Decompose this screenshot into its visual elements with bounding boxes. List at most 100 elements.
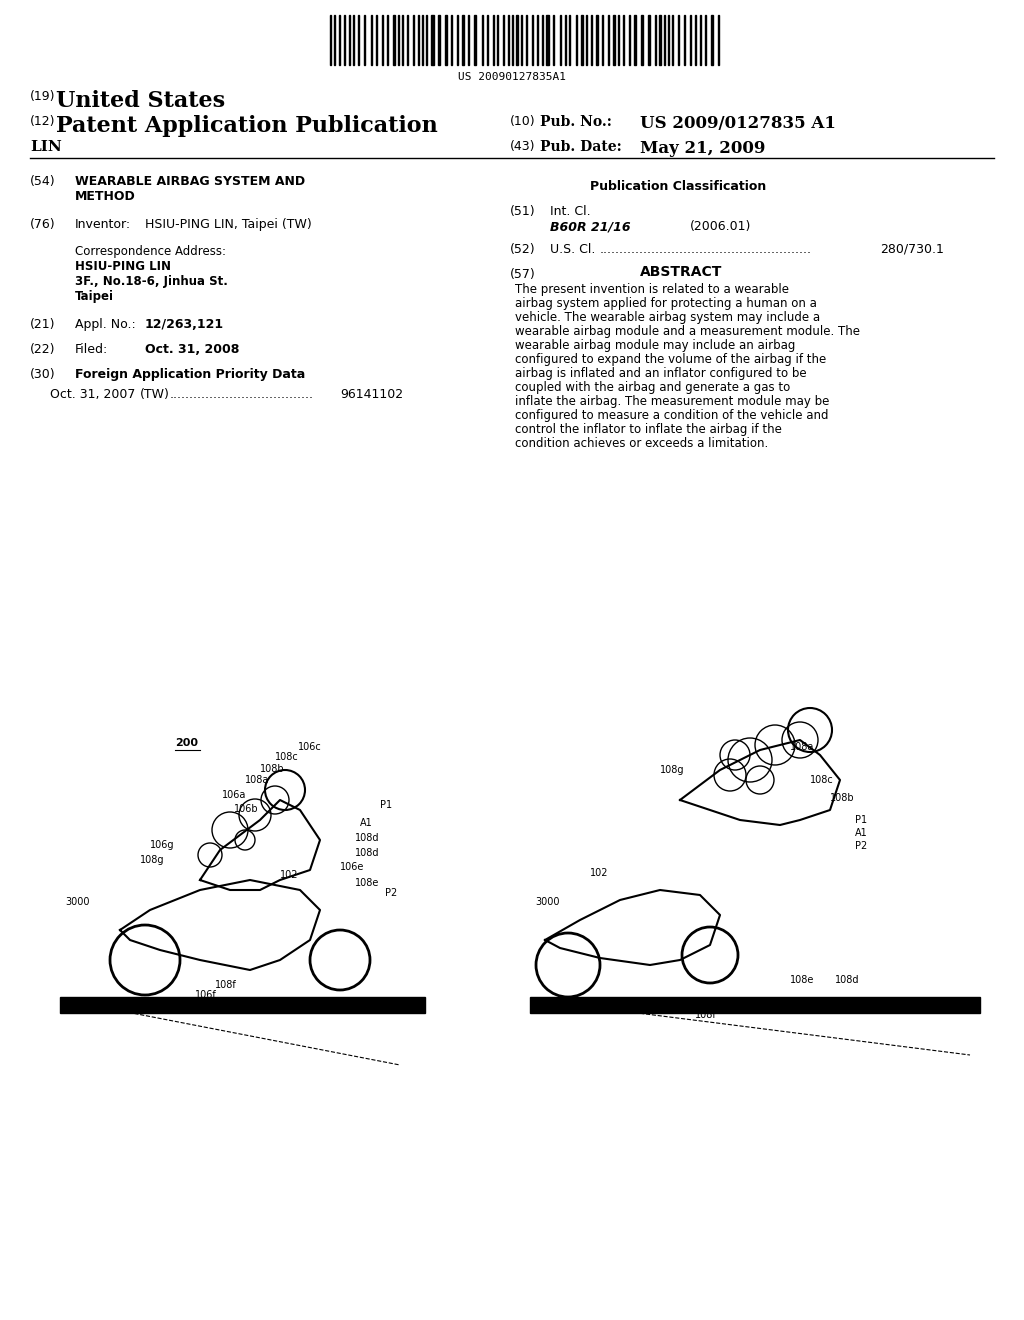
- Text: (22): (22): [30, 343, 55, 356]
- Text: vehicle. The wearable airbag system may include a: vehicle. The wearable airbag system may …: [515, 312, 820, 323]
- Text: A1: A1: [855, 828, 867, 838]
- Text: 3000: 3000: [535, 898, 559, 907]
- Bar: [596, 15, 598, 65]
- Text: .....................................................: ........................................…: [600, 243, 812, 256]
- Text: 108c: 108c: [275, 752, 299, 762]
- Text: inflate the airbag. The measurement module may be: inflate the airbag. The measurement modu…: [515, 395, 829, 408]
- Text: 12/263,121: 12/263,121: [145, 318, 224, 331]
- Bar: [546, 15, 549, 65]
- Bar: [634, 15, 636, 65]
- Text: US 2009/0127835 A1: US 2009/0127835 A1: [640, 115, 836, 132]
- Text: Publication Classification: Publication Classification: [590, 180, 766, 193]
- Circle shape: [536, 933, 600, 997]
- Bar: [711, 15, 713, 65]
- Text: P2: P2: [385, 888, 397, 898]
- Bar: [431, 15, 434, 65]
- Bar: [659, 15, 662, 65]
- Text: wearable airbag module and a measurement module. The: wearable airbag module and a measurement…: [515, 325, 860, 338]
- Text: Appl. No.:: Appl. No.:: [75, 318, 136, 331]
- Bar: [530, 997, 980, 1012]
- Text: (19): (19): [30, 90, 55, 103]
- Text: 102: 102: [590, 869, 608, 878]
- Text: (52): (52): [510, 243, 536, 256]
- Bar: [474, 15, 476, 65]
- Text: coupled with the airbag and generate a gas to: coupled with the airbag and generate a g…: [515, 381, 791, 393]
- Text: (2006.01): (2006.01): [690, 220, 752, 234]
- Text: 108a: 108a: [790, 742, 814, 752]
- Text: WEARABLE AIRBAG SYSTEM AND: WEARABLE AIRBAG SYSTEM AND: [75, 176, 305, 187]
- Text: Oct. 31, 2007: Oct. 31, 2007: [50, 388, 135, 401]
- Text: 108g: 108g: [140, 855, 165, 865]
- Bar: [462, 15, 464, 65]
- Text: (21): (21): [30, 318, 55, 331]
- Text: U.S. Cl.: U.S. Cl.: [550, 243, 595, 256]
- Text: P2: P2: [855, 841, 867, 851]
- Bar: [648, 15, 650, 65]
- Text: 108b: 108b: [260, 764, 285, 774]
- Text: 108a: 108a: [245, 775, 269, 785]
- Text: Pub. No.:: Pub. No.:: [540, 115, 612, 129]
- Text: 108d: 108d: [355, 833, 380, 843]
- Text: 108g: 108g: [660, 766, 684, 775]
- Text: 106a: 106a: [222, 789, 247, 800]
- Text: Patent Application Publication: Patent Application Publication: [56, 115, 437, 137]
- Text: 108f: 108f: [695, 1010, 717, 1020]
- Text: 106e: 106e: [340, 862, 365, 873]
- Bar: [438, 15, 440, 65]
- Bar: [393, 15, 395, 65]
- Bar: [60, 997, 425, 1012]
- Text: (57): (57): [510, 268, 536, 281]
- Text: (76): (76): [30, 218, 55, 231]
- Text: 108b: 108b: [830, 793, 855, 803]
- Text: Oct. 31, 2008: Oct. 31, 2008: [145, 343, 240, 356]
- Text: 106c: 106c: [298, 742, 322, 752]
- Text: 108e: 108e: [355, 878, 379, 888]
- Text: Correspondence Address:: Correspondence Address:: [75, 246, 226, 257]
- Text: 200: 200: [175, 738, 198, 748]
- Circle shape: [788, 708, 831, 752]
- Text: (TW): (TW): [140, 388, 170, 401]
- Bar: [445, 15, 447, 65]
- Text: Foreign Application Priority Data: Foreign Application Priority Data: [75, 368, 305, 381]
- Text: United States: United States: [56, 90, 225, 112]
- Text: METHOD: METHOD: [75, 190, 136, 203]
- Text: airbag is inflated and an inflator configured to be: airbag is inflated and an inflator confi…: [515, 367, 807, 380]
- Text: configured to expand the volume of the airbag if the: configured to expand the volume of the a…: [515, 352, 826, 366]
- Text: 106f: 106f: [195, 990, 217, 1001]
- Text: 96141102: 96141102: [340, 388, 403, 401]
- Text: 108e: 108e: [790, 975, 814, 985]
- Text: May 21, 2009: May 21, 2009: [640, 140, 765, 157]
- Text: (54): (54): [30, 176, 55, 187]
- Circle shape: [110, 925, 180, 995]
- Text: airbag system applied for protecting a human on a: airbag system applied for protecting a h…: [515, 297, 817, 310]
- Bar: [516, 15, 518, 65]
- Text: (10): (10): [510, 115, 536, 128]
- Text: 106b: 106b: [234, 804, 259, 814]
- Text: 108f: 108f: [215, 979, 237, 990]
- Circle shape: [310, 931, 370, 990]
- Text: ABSTRACT: ABSTRACT: [640, 265, 722, 279]
- Text: (43): (43): [510, 140, 536, 153]
- Circle shape: [265, 770, 305, 810]
- Text: 102: 102: [280, 870, 299, 880]
- Bar: [613, 15, 615, 65]
- Text: 3F., No.18-6, Jinhua St.: 3F., No.18-6, Jinhua St.: [75, 275, 228, 288]
- Text: A1: A1: [360, 818, 373, 828]
- Text: (12): (12): [30, 115, 55, 128]
- Text: B60R 21/16: B60R 21/16: [550, 220, 631, 234]
- Bar: [581, 15, 583, 65]
- Text: (51): (51): [510, 205, 536, 218]
- Text: 3000: 3000: [65, 898, 89, 907]
- Bar: [641, 15, 643, 65]
- Text: ....................................: ....................................: [170, 388, 314, 401]
- Text: control the inflator to inflate the airbag if the: control the inflator to inflate the airb…: [515, 422, 782, 436]
- Text: 108d: 108d: [835, 975, 859, 985]
- Text: Inventor:: Inventor:: [75, 218, 131, 231]
- Text: US 20090127835A1: US 20090127835A1: [458, 73, 566, 82]
- Text: configured to measure a condition of the vehicle and: configured to measure a condition of the…: [515, 409, 828, 422]
- Text: (30): (30): [30, 368, 55, 381]
- Text: wearable airbag module may include an airbag: wearable airbag module may include an ai…: [515, 339, 796, 352]
- Text: P1: P1: [380, 800, 392, 810]
- Text: The present invention is related to a wearable: The present invention is related to a we…: [515, 282, 790, 296]
- Text: 280/730.1: 280/730.1: [880, 243, 944, 256]
